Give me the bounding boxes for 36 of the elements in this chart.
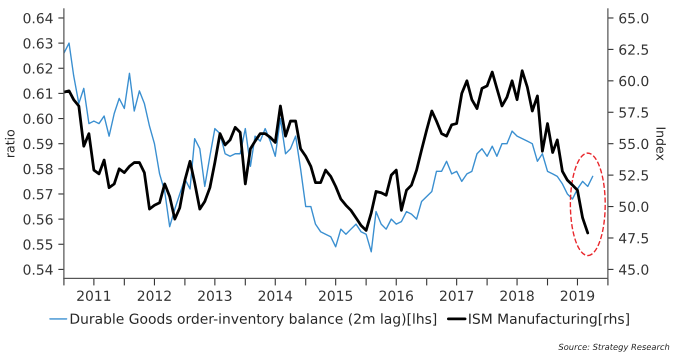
y-tick-label: 0.59 [23,138,53,150]
x-tick-label: 2015 [319,290,352,302]
x-tick-label: 2012 [138,290,171,302]
x-tick-label: 2017 [440,290,474,302]
y2-axis-title: Index [656,128,666,160]
x-tick-label: 2011 [77,290,110,302]
y2-tick-label: 62.5 [619,44,648,55]
y-tick-label: 0.62 [23,63,52,74]
y-tick-label: 0.61 [23,88,52,99]
x-tick-label: 2013 [198,290,232,302]
y-tick-label: 0.60 [23,114,53,124]
x-tick-label: 2018 [500,290,534,302]
line-series [64,42,594,253]
y-axis-title: ratio [4,130,15,157]
y2-tick-label: 55.0 [619,138,648,150]
y-tick-label: 0.57 [23,188,52,200]
source-note: Source: Strategy Research [558,344,670,352]
y-tick-label: 0.58 [23,164,53,174]
x-tick-label: 2014 [258,290,292,302]
y2-tick-label: 52.5 [619,170,648,181]
legend-label: ISM Manufacturing[rhs] [469,313,629,327]
y2-tick-label: 47.5 [619,233,648,244]
y-tick-label: 0.56 [23,214,53,225]
y2-tick-label: 50.0 [619,202,648,212]
y-tick-label: 0.63 [23,38,52,49]
line-series [64,69,590,234]
legend-label: Durable Goods order-inventory balance (2m lag)[lhs] [70,313,436,327]
y2-tick-label: 45.0 [619,264,648,275]
y-tick-label: 0.64 [23,12,53,24]
y2-tick-label: 65.0 [619,12,648,24]
y-tick-label: 0.54 [23,264,53,275]
y-tick-label: 0.55 [23,239,52,250]
x-tick-label: 2016 [380,290,414,302]
x-tick-label: 2019 [560,290,594,302]
y2-tick-label: 57.5 [619,107,648,118]
y2-tick-label: 60.0 [619,76,648,86]
